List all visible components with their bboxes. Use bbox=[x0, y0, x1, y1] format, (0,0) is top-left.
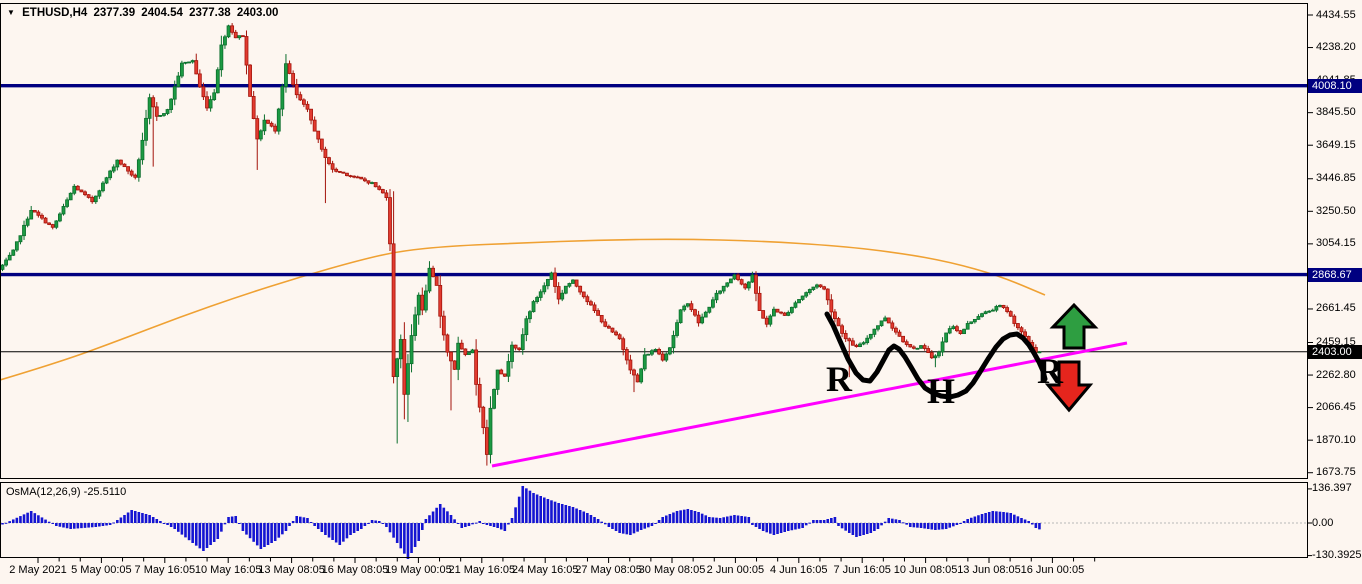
up-arrow[interactable] bbox=[1049, 302, 1099, 350]
moving-average-line bbox=[0, 238, 1046, 381]
main-panel-frame bbox=[0, 3, 1308, 479]
ma-curve bbox=[0, 238, 1046, 381]
down-arrow[interactable] bbox=[1044, 360, 1094, 413]
indicator-panel-frame bbox=[0, 482, 1308, 558]
ascending-trendline[interactable] bbox=[491, 341, 1128, 468]
horizontal-support-resistance-lines[interactable] bbox=[0, 84, 1308, 277]
shoulder-head-shoulder-curve bbox=[824, 311, 1048, 400]
direction-arrows bbox=[1044, 302, 1099, 413]
candlesticks bbox=[0, 23, 1042, 466]
panel-frames bbox=[0, 3, 1308, 558]
osma-histogram bbox=[0, 486, 1308, 559]
head-and-shoulders-sketch bbox=[824, 311, 1048, 400]
axis-ticks bbox=[37, 14, 1313, 563]
trend-line[interactable] bbox=[491, 341, 1128, 468]
